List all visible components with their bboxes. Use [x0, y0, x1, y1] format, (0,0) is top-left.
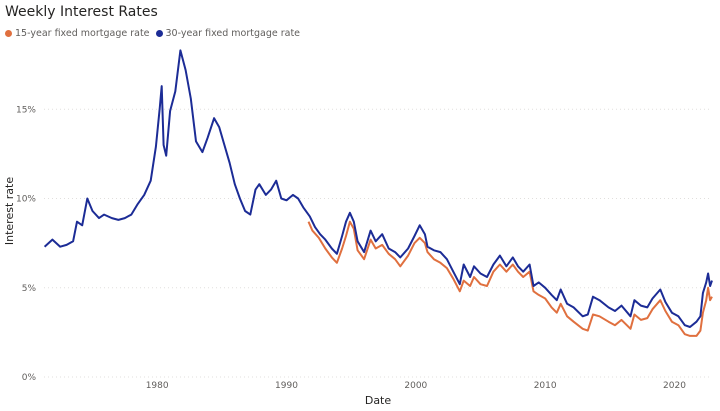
y-axis-title: Interest rate	[3, 177, 16, 245]
legend-label-30yr: 30-year fixed mortgage rate	[165, 28, 301, 39]
legend-label-15yr: 15-year fixed mortgage rate	[15, 28, 150, 39]
y-tick-label: 5%	[22, 284, 37, 294]
x-tick-label: 2010	[534, 381, 557, 391]
chart-title: Weekly Interest Rates	[5, 4, 158, 20]
x-axis-ticks: 1980 1990 2000 2010 2020	[146, 381, 687, 391]
legend-item-15yr[interactable]: 15-year fixed mortgage rate	[5, 28, 150, 39]
legend-marker-15yr	[5, 30, 12, 37]
x-axis-title: Date	[365, 394, 392, 407]
y-tick-label: 10%	[16, 195, 36, 205]
legend: 15-year fixed mortgage rate 30-year fixe…	[5, 28, 300, 39]
y-tick-label: 15%	[16, 105, 36, 115]
y-tick-label: 0%	[22, 373, 37, 383]
series-lines	[43, 49, 713, 337]
series-line-15yr[interactable]	[307, 220, 713, 337]
y-axis-ticks: 0% 5% 10% 15%	[16, 105, 36, 383]
gridlines	[44, 108, 712, 378]
series-line-30yr[interactable]	[43, 49, 713, 328]
legend-item-30yr[interactable]: 30-year fixed mortgage rate	[155, 28, 301, 39]
x-tick-label: 1990	[275, 381, 298, 391]
x-tick-label: 2000	[404, 381, 427, 391]
legend-marker-30yr	[155, 30, 163, 37]
x-tick-label: 2020	[663, 381, 686, 391]
x-tick-label: 1980	[146, 381, 169, 391]
